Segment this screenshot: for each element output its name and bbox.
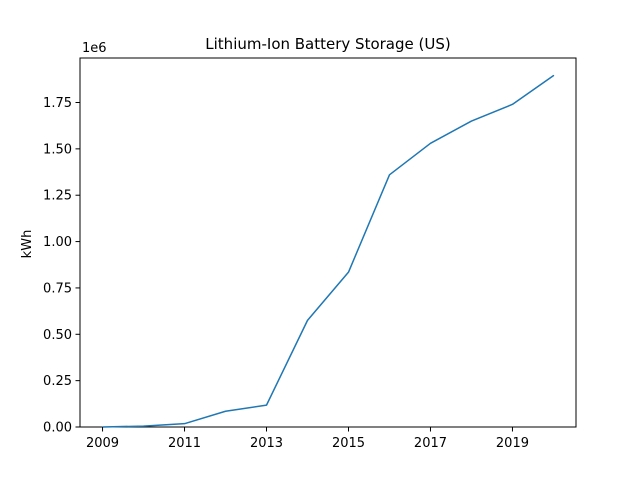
x-tick-label-2009: 2009 <box>86 436 119 451</box>
chart-title: Lithium-Ion Battery Storage (US) <box>205 35 450 53</box>
y-axis-label: kWh <box>20 230 35 259</box>
y-tick-label-2: 0.50 <box>43 328 72 343</box>
series-line-0 <box>101 74 555 428</box>
x-tick-label-2015: 2015 <box>332 436 365 451</box>
x-tick-label-2019: 2019 <box>496 436 529 451</box>
x-tick-label-2013: 2013 <box>250 436 283 451</box>
y-axis-offset-label: 1e6 <box>82 41 107 56</box>
y-tick-label-4: 1.00 <box>43 235 72 250</box>
y-tick-label-1: 0.25 <box>43 374 72 389</box>
x-tick-label-2011: 2011 <box>168 436 201 451</box>
x-axis: 2009 2011 2013 2015 2017 2019 <box>86 427 529 451</box>
y-tick-label-7: 1.75 <box>43 96 72 111</box>
y-tick-label-0: 0.00 <box>43 421 72 436</box>
y-tick-label-5: 1.25 <box>43 189 72 204</box>
plot-area <box>79 57 577 428</box>
plot-frame <box>79 57 577 428</box>
y-tick-label-3: 0.75 <box>43 281 72 296</box>
y-axis: 0.00 0.25 0.50 0.75 1.00 1.25 1.50 1.75 <box>43 96 80 436</box>
y-tick-label-6: 1.50 <box>43 142 72 157</box>
x-tick-label-2017: 2017 <box>414 436 447 451</box>
